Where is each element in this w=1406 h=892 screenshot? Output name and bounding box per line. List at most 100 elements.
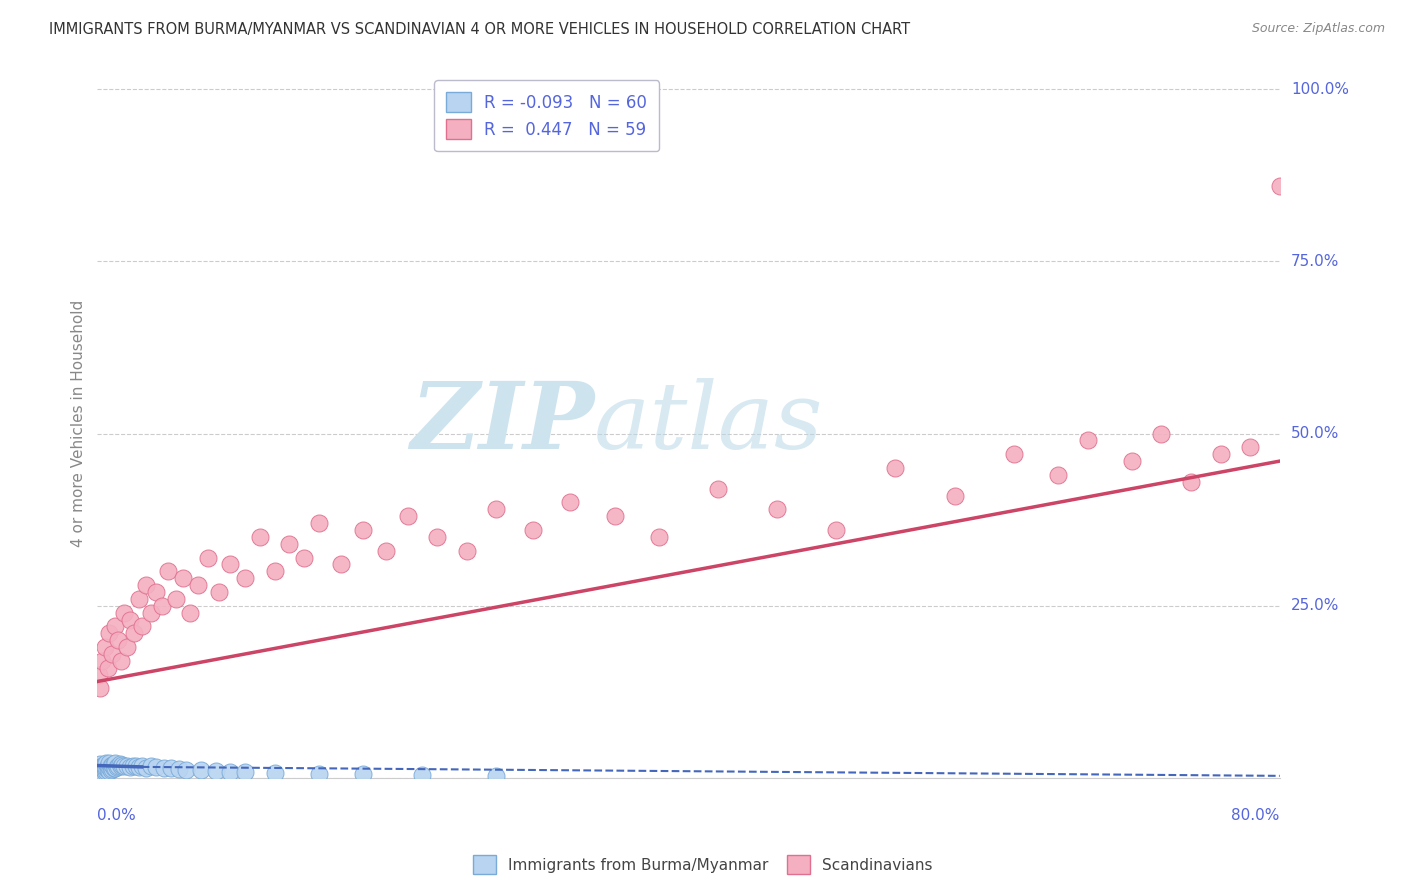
Point xyxy=(165,591,187,606)
Point xyxy=(278,537,301,551)
Point xyxy=(352,767,374,781)
Point xyxy=(89,757,111,772)
Point xyxy=(91,758,114,772)
Point xyxy=(110,758,132,772)
Point xyxy=(98,764,121,778)
Point xyxy=(87,765,110,780)
Point xyxy=(233,571,256,585)
Point xyxy=(125,759,148,773)
Text: 0.0%: 0.0% xyxy=(97,808,136,823)
Point xyxy=(98,756,121,770)
Point xyxy=(111,757,134,772)
Point xyxy=(93,761,115,775)
Point xyxy=(167,762,190,776)
Point xyxy=(330,558,353,572)
Point xyxy=(124,626,146,640)
Text: 100.0%: 100.0% xyxy=(1291,82,1348,96)
Point xyxy=(204,764,226,778)
Point xyxy=(884,461,907,475)
Point xyxy=(97,758,120,772)
Point xyxy=(104,756,127,771)
Point xyxy=(153,761,176,775)
Point xyxy=(98,760,121,774)
Point xyxy=(426,530,449,544)
Point xyxy=(105,760,128,774)
Point xyxy=(90,654,112,668)
Point xyxy=(131,619,153,633)
Point xyxy=(103,761,125,775)
Point xyxy=(485,769,508,783)
Point xyxy=(1209,447,1232,461)
Text: 50.0%: 50.0% xyxy=(1291,426,1339,441)
Point xyxy=(101,762,124,776)
Point xyxy=(87,667,110,681)
Point xyxy=(352,523,374,537)
Text: Source: ZipAtlas.com: Source: ZipAtlas.com xyxy=(1251,22,1385,36)
Point xyxy=(145,585,167,599)
Point xyxy=(1180,475,1202,489)
Point xyxy=(110,654,132,668)
Point xyxy=(101,647,124,661)
Point xyxy=(89,681,111,696)
Point xyxy=(707,482,730,496)
Point xyxy=(160,761,183,775)
Point xyxy=(1239,440,1261,454)
Legend: Immigrants from Burma/Myanmar, Scandinavians: Immigrants from Burma/Myanmar, Scandinav… xyxy=(467,849,939,880)
Text: IMMIGRANTS FROM BURMA/MYANMAR VS SCANDINAVIAN 4 OR MORE VEHICLES IN HOUSEHOLD CO: IMMIGRANTS FROM BURMA/MYANMAR VS SCANDIN… xyxy=(49,22,910,37)
Point xyxy=(139,759,162,773)
Text: 25.0%: 25.0% xyxy=(1291,599,1339,613)
Point xyxy=(115,640,138,654)
Point xyxy=(89,764,111,778)
Point xyxy=(411,768,433,782)
Point xyxy=(179,606,201,620)
Point xyxy=(648,530,671,544)
Legend: R = -0.093   N = 60, R =  0.447   N = 59: R = -0.093 N = 60, R = 0.447 N = 59 xyxy=(434,80,659,151)
Point xyxy=(135,761,157,775)
Point xyxy=(207,585,229,599)
Point xyxy=(91,766,114,780)
Point xyxy=(107,758,129,772)
Point xyxy=(115,758,138,772)
Point xyxy=(943,489,966,503)
Point xyxy=(456,543,478,558)
Point xyxy=(118,613,141,627)
Point xyxy=(128,760,150,774)
Point xyxy=(263,564,285,578)
Point xyxy=(219,558,242,572)
Point xyxy=(87,763,110,777)
Point xyxy=(174,763,197,777)
Point xyxy=(1047,467,1070,482)
Point xyxy=(89,766,111,780)
Point xyxy=(108,757,131,772)
Point xyxy=(100,758,122,772)
Point xyxy=(104,619,127,633)
Point xyxy=(112,759,135,773)
Point xyxy=(485,502,508,516)
Point xyxy=(97,661,120,675)
Point xyxy=(190,764,212,778)
Point xyxy=(101,757,124,772)
Point xyxy=(103,757,125,772)
Point xyxy=(308,516,330,530)
Point xyxy=(104,761,127,775)
Point xyxy=(91,762,114,776)
Point xyxy=(1002,447,1025,461)
Point xyxy=(128,591,150,606)
Point xyxy=(396,509,419,524)
Point xyxy=(90,763,112,777)
Point xyxy=(157,564,180,578)
Point xyxy=(112,606,135,620)
Point xyxy=(603,509,626,524)
Point xyxy=(1077,434,1099,448)
Point xyxy=(98,626,121,640)
Point xyxy=(97,763,120,777)
Point xyxy=(145,760,167,774)
Text: 80.0%: 80.0% xyxy=(1232,808,1279,823)
Text: 75.0%: 75.0% xyxy=(1291,254,1339,268)
Point xyxy=(93,757,115,772)
Point xyxy=(766,502,789,516)
Point xyxy=(197,550,219,565)
Point xyxy=(89,761,111,775)
Point xyxy=(90,765,112,780)
Point xyxy=(139,606,162,620)
